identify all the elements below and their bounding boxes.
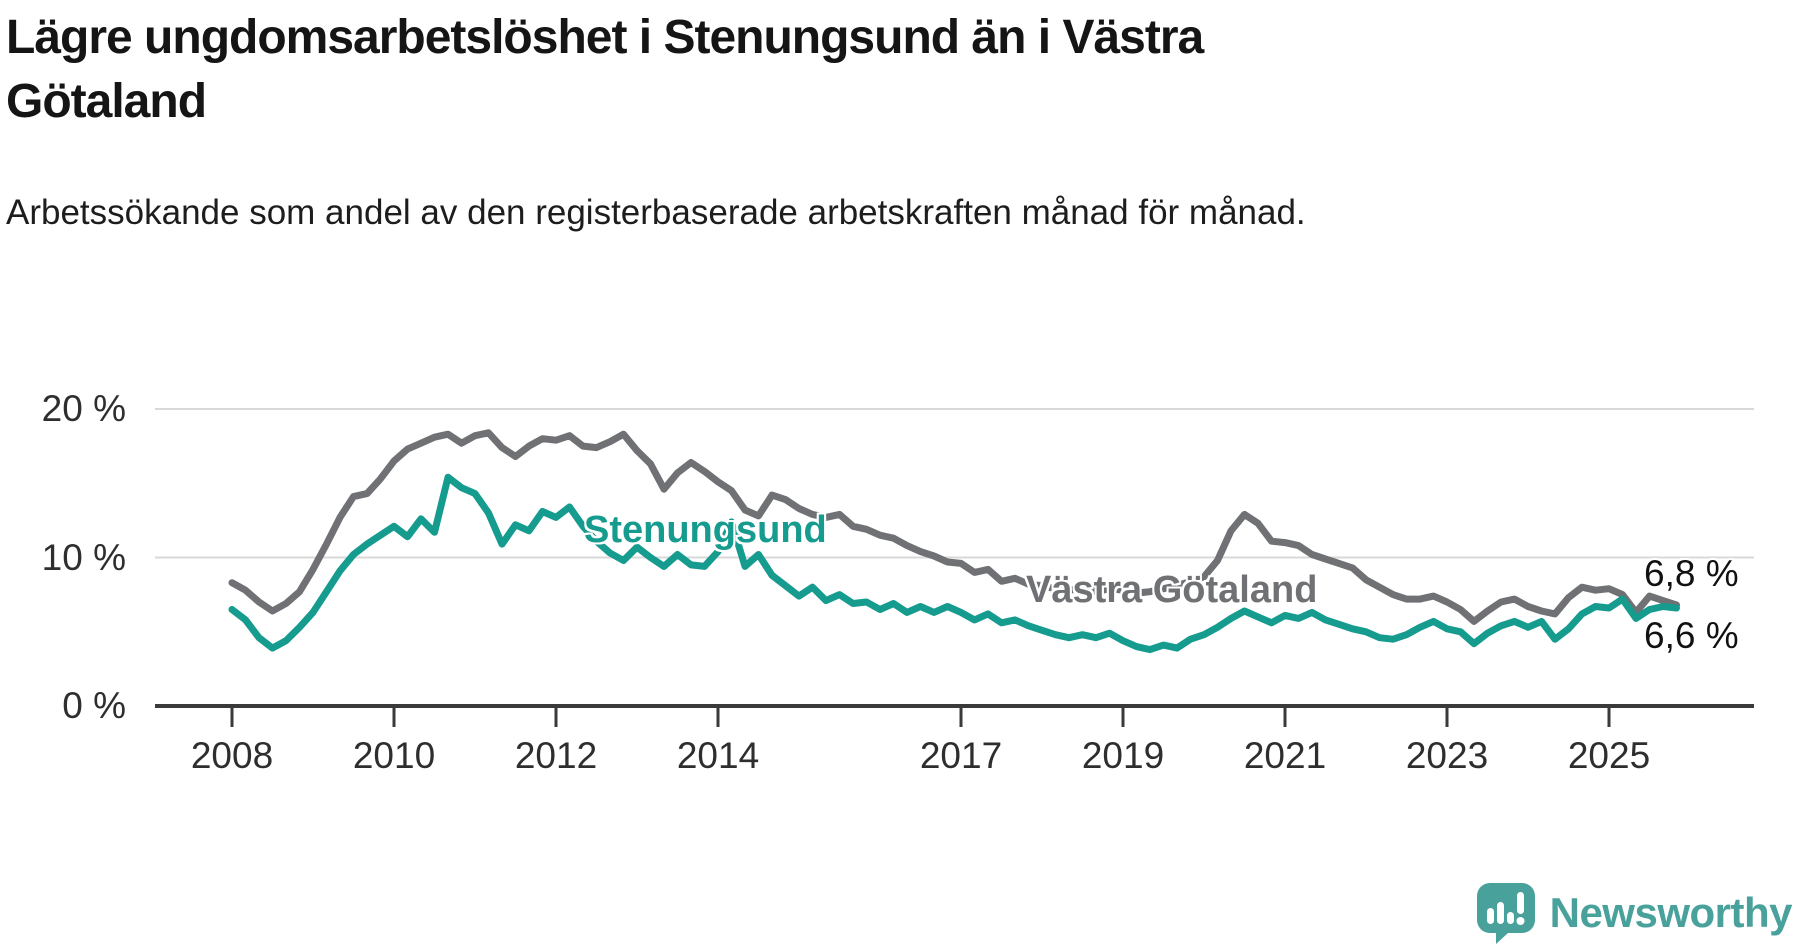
line-stenungsund (228, 473, 1680, 654)
x-tick-label: 2021 (1243, 735, 1327, 776)
newsworthy-speech-bubble-icon (1476, 883, 1535, 944)
y-tick-label: 0 % (62, 685, 126, 726)
x-tick-label: 2025 (1567, 735, 1651, 776)
x-tick-label: 2017 (919, 735, 1003, 776)
x-tick-label: 2010 (352, 735, 436, 776)
x-tick-label: 2012 (514, 735, 598, 776)
newsworthy-wordmark: Newsworthy (1549, 889, 1793, 936)
x-tick-label: 2014 (676, 735, 760, 776)
chart-subtitle: Arbetssökande som andel av den registerb… (6, 193, 1306, 232)
x-tick-label: 2019 (1081, 735, 1165, 776)
end-value-label-vastra-gotaland: 6,8 % (1644, 553, 1739, 594)
newsworthy-logo: Newsworthy (1476, 882, 1793, 944)
series-label-stenungsund: Stenungsund (584, 509, 827, 551)
x-tick-label: 2023 (1405, 735, 1489, 776)
y-tick-label: 20 % (41, 388, 126, 429)
series-label-vastra-gotaland: Västra Götaland (1026, 569, 1318, 611)
y-tick-label: 10 % (41, 536, 126, 578)
chart-title: Lägre ungdomsarbetslöshet i Stenungsund … (6, 11, 1204, 128)
x-tick-label: 2008 (190, 735, 274, 776)
line-v-stra-g-taland (228, 429, 1680, 625)
end-value-label-stenungsund: 6,6 % (1644, 615, 1739, 656)
